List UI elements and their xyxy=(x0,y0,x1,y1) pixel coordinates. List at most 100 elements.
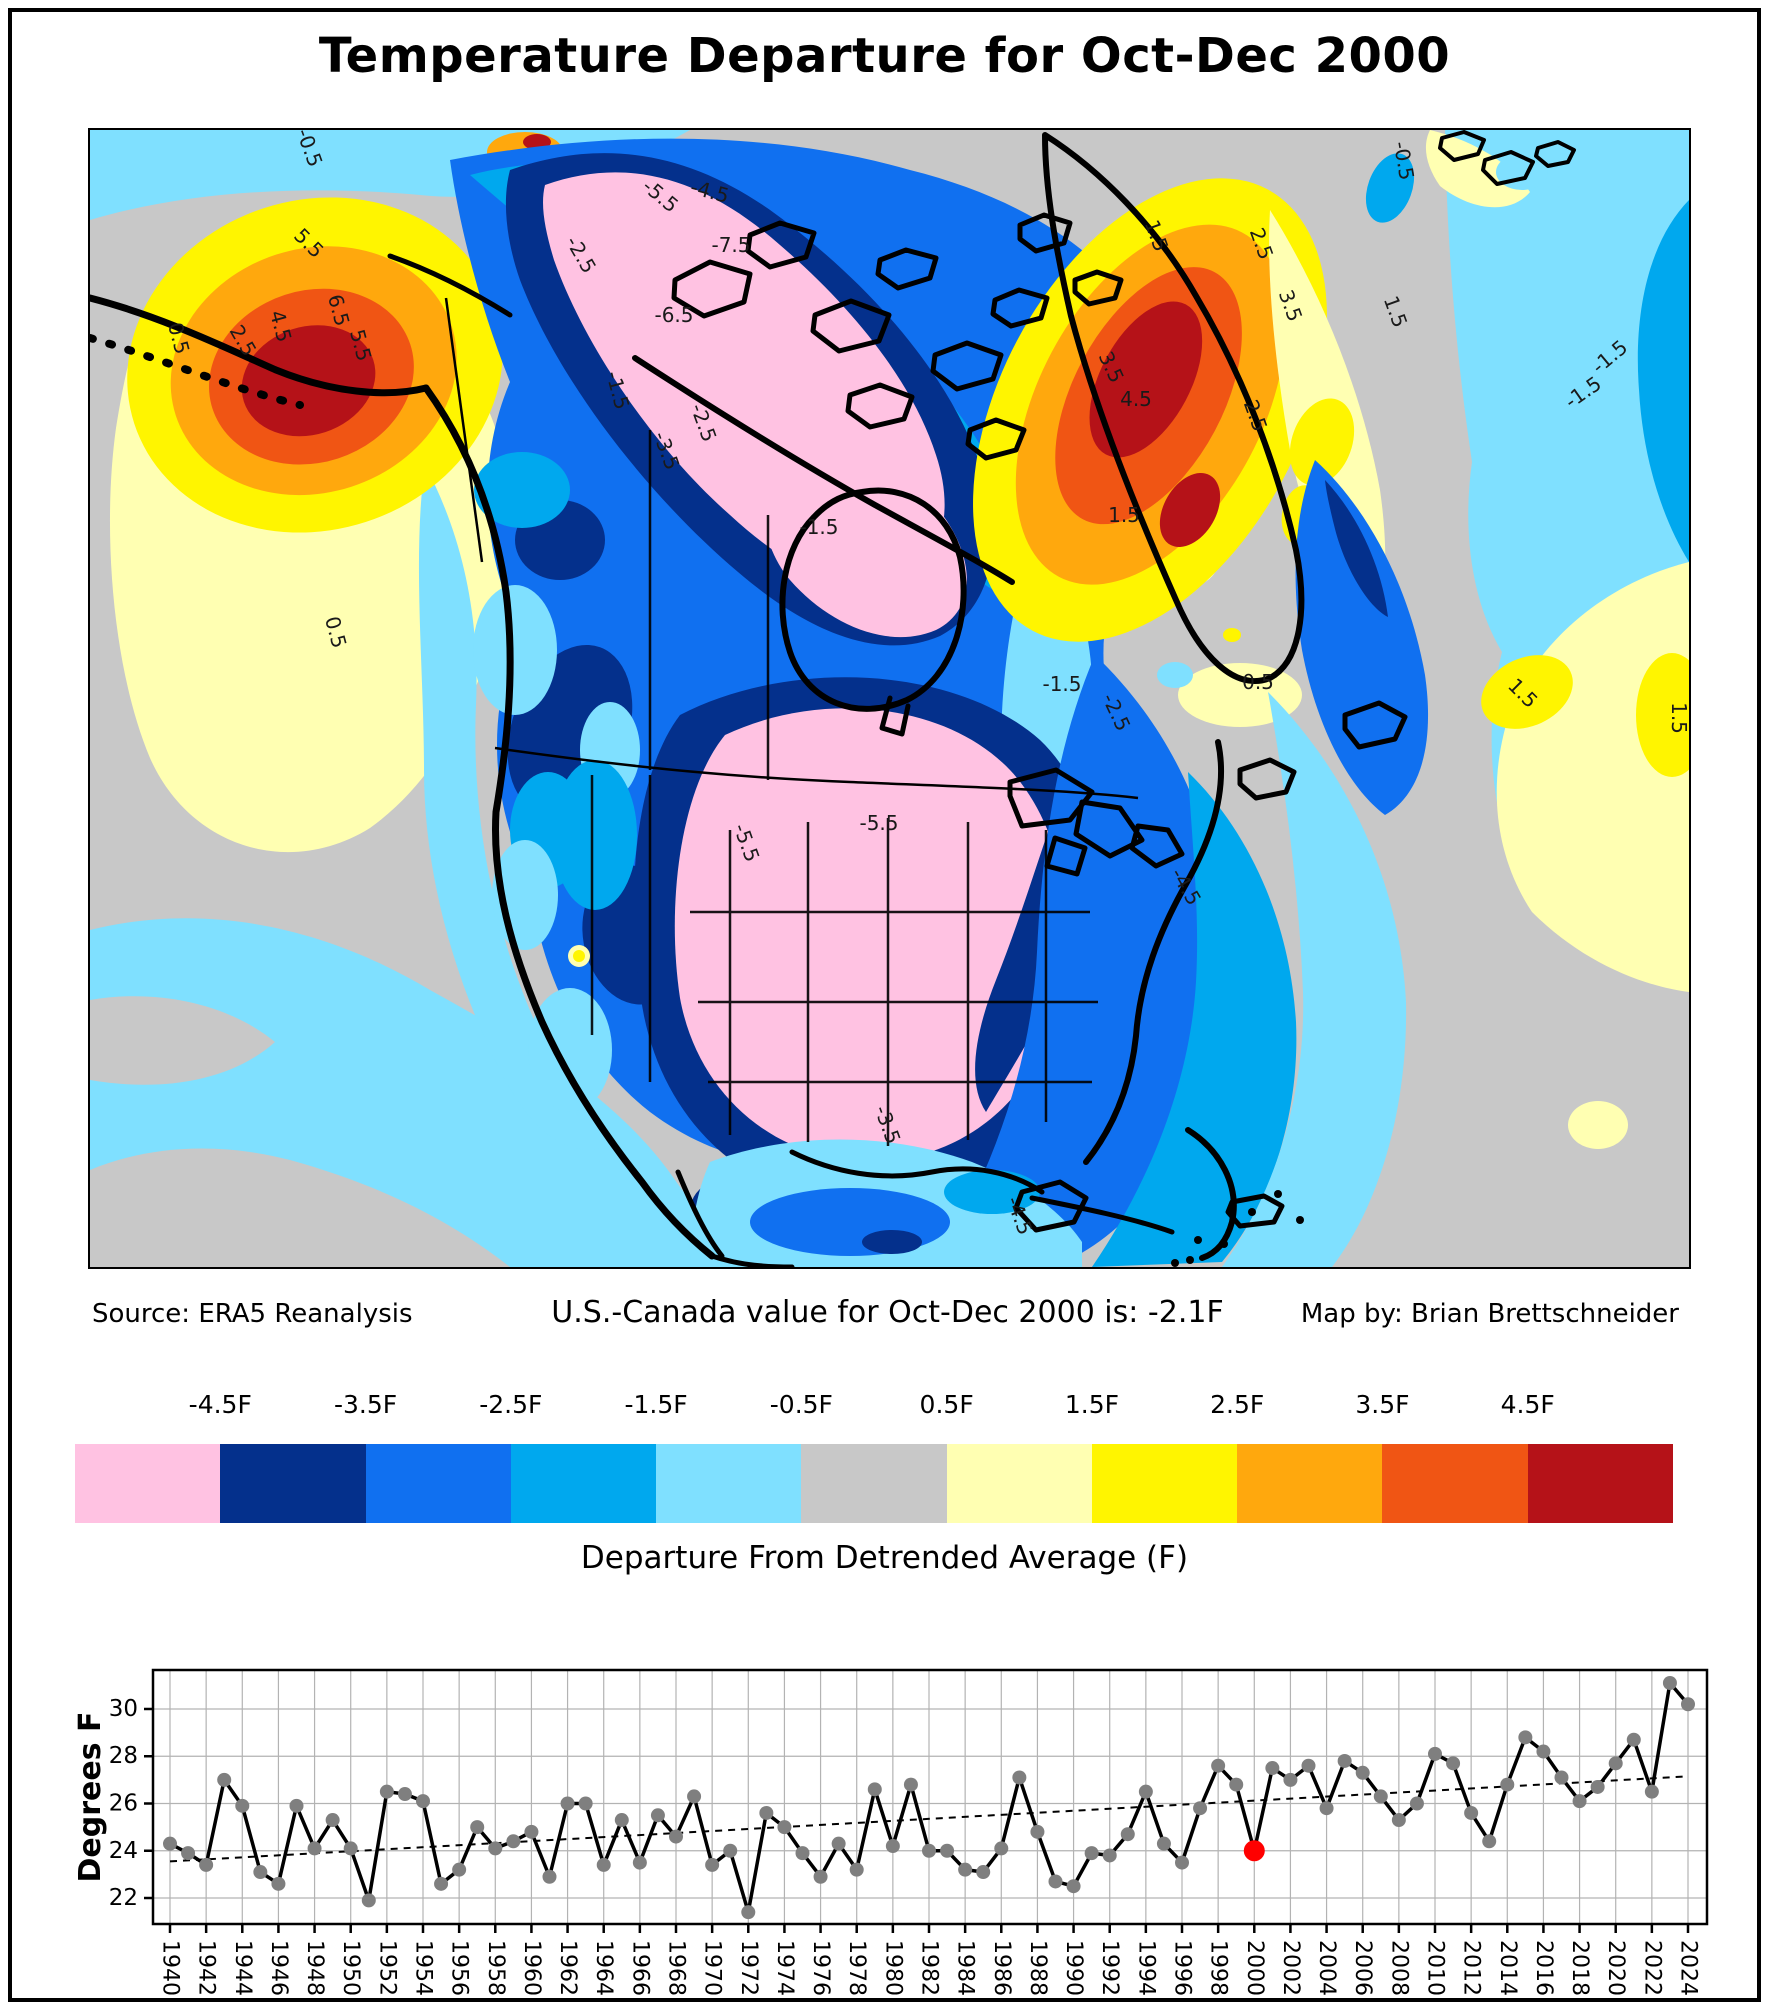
data-point xyxy=(1500,1777,1515,1792)
legend-tick-label: -4.5F xyxy=(188,1390,252,1419)
data-point xyxy=(687,1789,702,1804)
legend-swatch xyxy=(510,1444,657,1523)
data-point xyxy=(849,1862,864,1877)
data-point xyxy=(524,1824,539,1839)
data-point xyxy=(199,1857,214,1872)
data-point xyxy=(705,1857,720,1872)
coastlines xyxy=(90,130,1576,1267)
highlight-point-2000 xyxy=(1243,1840,1265,1862)
x-tick-label: 1970 xyxy=(700,1940,725,1996)
x-tick-label: 2006 xyxy=(1350,1940,1375,1996)
data-point xyxy=(1048,1874,1063,1889)
legend-tick-label: -2.5F xyxy=(479,1390,543,1419)
alaska-warm-anomaly xyxy=(127,132,622,533)
legend-tick-label: -3.5F xyxy=(333,1390,398,1419)
data-point xyxy=(1102,1848,1117,1863)
outer-frame xyxy=(8,8,1761,2002)
legend-tick-label: 4.5F xyxy=(1500,1390,1555,1419)
x-tick-label: 2016 xyxy=(1531,1940,1556,1996)
data-point xyxy=(325,1813,340,1828)
data-point xyxy=(1482,1834,1497,1849)
x-tick-label: 1952 xyxy=(374,1940,399,1996)
x-tick-label: 1976 xyxy=(808,1940,833,1996)
x-tick-label: 1948 xyxy=(302,1940,327,1996)
data-point xyxy=(1283,1772,1298,1787)
x-tick-label: 2010 xyxy=(1423,1940,1448,1996)
data-point xyxy=(1536,1744,1551,1759)
x-tick-label: 2024 xyxy=(1676,1940,1701,1996)
data-point xyxy=(1662,1675,1677,1690)
x-tick-label: 2018 xyxy=(1567,1940,1592,1996)
x-tick-label: 1954 xyxy=(411,1940,436,1996)
contour-label: -7.5 xyxy=(711,233,750,257)
data-point xyxy=(289,1798,304,1813)
x-tick-label: 1984 xyxy=(953,1940,978,1996)
page-title: Temperature Departure for Oct-Dec 2000 xyxy=(318,28,1451,84)
x-tick-label: 1992 xyxy=(1097,1940,1122,1996)
timeseries-chart-svg: 22 24 26 28 30 1940 1942 1944 1946 1948 1950 1952 19… xyxy=(73,1668,1709,1996)
x-tick-label: 1964 xyxy=(591,1940,616,1996)
y-tick-label: 22 xyxy=(109,1885,138,1911)
data-point xyxy=(867,1782,882,1797)
x-tick-label: 2012 xyxy=(1459,1940,1484,1996)
x-tick-label: 1940 xyxy=(158,1940,183,1996)
x-tick-label: 1998 xyxy=(1206,1940,1231,1996)
x-tick-label: 1996 xyxy=(1170,1940,1195,1996)
data-point xyxy=(922,1843,936,1858)
legend-swatch xyxy=(1527,1444,1673,1523)
data-point xyxy=(1066,1879,1081,1894)
data-point xyxy=(1012,1770,1027,1785)
x-tick-label: 2004 xyxy=(1314,1940,1339,1996)
data-point xyxy=(777,1820,792,1835)
data-point xyxy=(1355,1765,1370,1780)
legend-tick-label: -1.5F xyxy=(624,1390,688,1419)
x-tick-label: 1972 xyxy=(736,1940,761,1996)
data-point xyxy=(1301,1758,1316,1773)
timeseries-chart: 22 24 26 28 30 1940 1942 1944 1946 1948 1950 1952 19… xyxy=(0,1630,1769,2010)
anomaly-map: 0.5 2.5 4.5 5.5 6.5 5.5 -0.5 0.5 -5.5 -4.5 -7.5 -6.… xyxy=(88,128,1691,1269)
data-point xyxy=(506,1834,521,1849)
contour-label: -1.5 xyxy=(799,515,838,539)
trend-line xyxy=(169,1775,1689,1863)
data-point xyxy=(1030,1824,1045,1839)
anomaly-map-svg: 0.5 2.5 4.55.56.55.5-0.50.5-5.5 -4.5-7.5-6.… xyxy=(90,130,1689,1267)
x-tick-label: 1986 xyxy=(989,1940,1014,1996)
legend-swatch xyxy=(75,1444,221,1523)
data-point xyxy=(1229,1777,1244,1792)
x-tick-label: 1942 xyxy=(194,1940,219,1996)
data-point xyxy=(560,1796,575,1811)
legend-swatch xyxy=(220,1444,366,1523)
x-tick-label: 1956 xyxy=(447,1940,472,1996)
y-tick-label: 30 xyxy=(109,1696,138,1722)
x-tick-label: 1946 xyxy=(266,1940,291,1996)
data-point xyxy=(1193,1801,1208,1816)
y-tick-label: 24 xyxy=(109,1838,138,1864)
arctic-pink-band xyxy=(505,153,993,646)
map-value-note: U.S.-Canada value for Oct-Dec 2000 is: -… xyxy=(551,1295,1224,1330)
legend-swatch xyxy=(1382,1444,1528,1523)
data-point xyxy=(1084,1846,1099,1861)
data-point xyxy=(723,1843,738,1858)
data-point xyxy=(1446,1756,1461,1771)
data-point xyxy=(1590,1779,1605,1794)
data-point xyxy=(379,1784,394,1799)
data-point xyxy=(885,1839,900,1854)
x-tick-label: 2008 xyxy=(1386,1940,1411,1996)
x-tick-label: 2014 xyxy=(1495,1940,1520,1996)
legend-swatch xyxy=(801,1444,947,1523)
legend-tick-label: 3.5F xyxy=(1355,1390,1410,1419)
data-point xyxy=(1391,1813,1406,1828)
data-point xyxy=(813,1869,828,1884)
data-point xyxy=(940,1843,955,1858)
legend-swatch xyxy=(1237,1444,1383,1523)
x-tick-label: 2022 xyxy=(1639,1940,1664,1996)
data-point xyxy=(488,1841,503,1856)
data-point xyxy=(434,1876,449,1891)
atlantic-region xyxy=(1295,130,1689,1149)
data-point xyxy=(397,1787,412,1802)
data-point xyxy=(614,1813,629,1828)
data-point xyxy=(1681,1697,1695,1712)
data-point xyxy=(1409,1796,1424,1811)
data-point xyxy=(650,1808,665,1823)
